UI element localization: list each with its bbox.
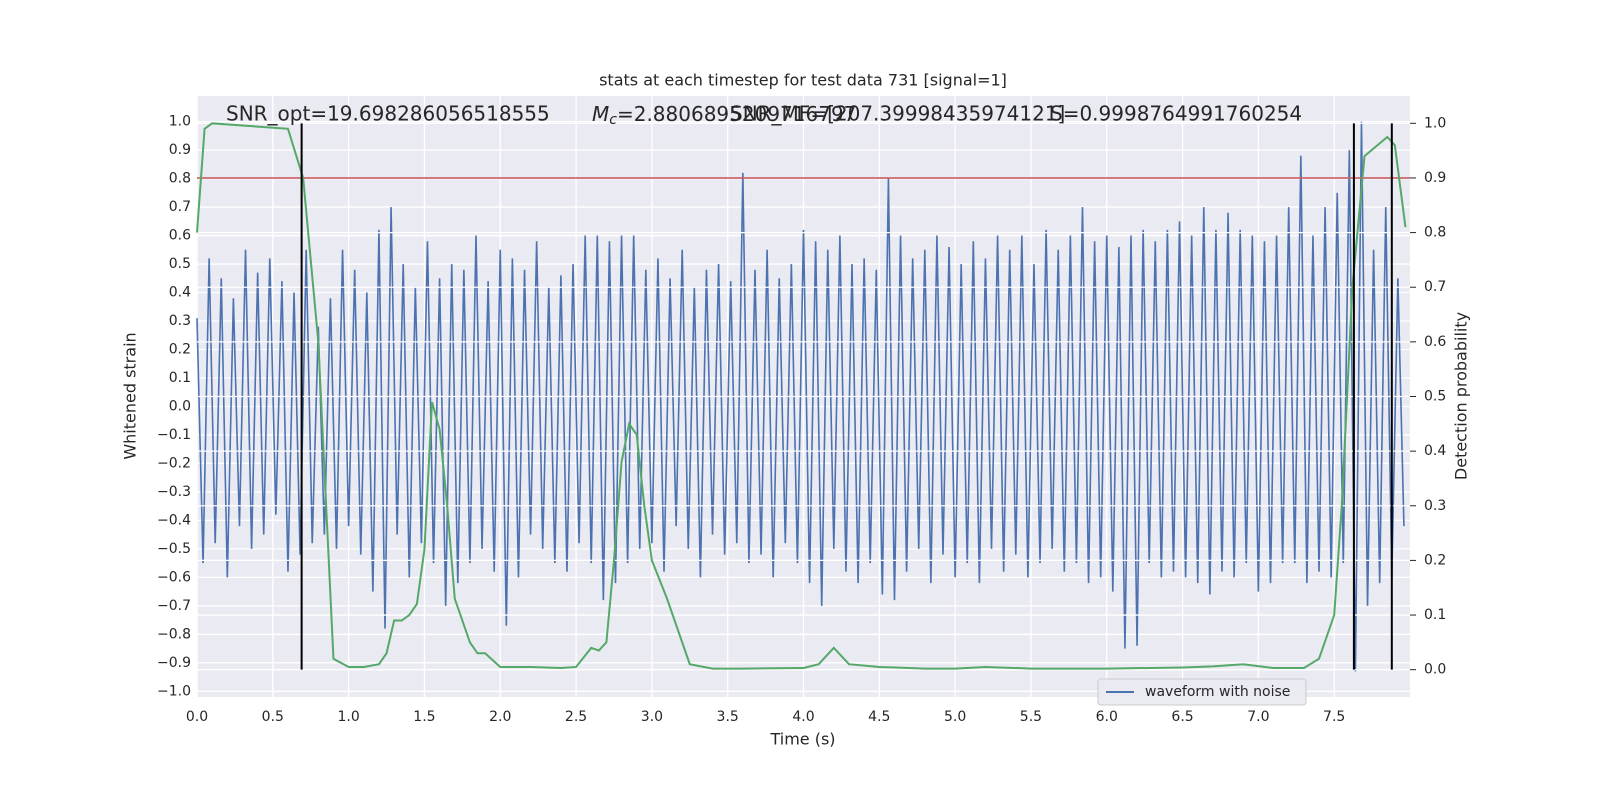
x-tick-label: 0.0	[186, 709, 208, 725]
y2-tick-label: 0.1	[1424, 607, 1446, 623]
legend-box	[1097, 678, 1307, 706]
y-tick-label: 0.3	[169, 313, 191, 329]
probability-line	[196, 122, 1407, 670]
y-tick-label: 0.9	[169, 142, 191, 158]
y-tick-label: 0.2	[169, 342, 191, 358]
x-tick-label: 1.0	[337, 709, 359, 725]
y-tick-label: 0.0	[169, 398, 191, 414]
x-axis-label: Time (s)	[769, 730, 835, 749]
y2-tick-label: 0.9	[1424, 170, 1446, 186]
y2-tick-label: 0.7	[1424, 279, 1446, 295]
y-tick-label: 0.4	[169, 285, 191, 301]
y-tick-label: 0.8	[169, 171, 191, 187]
y-tick-label: −0.7	[157, 598, 191, 614]
x-tick-label: 6.5	[1171, 709, 1193, 725]
y-tick-label: −0.1	[157, 427, 191, 443]
annotation: Mc=2.8806895209716797	[592, 102, 856, 129]
x-tick-label: 5.0	[944, 709, 966, 725]
x-tick-label: 3.5	[717, 709, 739, 725]
x-tick-label: 6.0	[1096, 709, 1118, 725]
x-tick-label: 2.5	[565, 709, 587, 725]
x-tick-label: 0.5	[262, 709, 284, 725]
y-tick-label: 0.1	[169, 370, 191, 386]
y-tick-label: −0.9	[157, 655, 191, 671]
annotation: S=0.9998764991760254	[1050, 102, 1302, 126]
y2-axis-label: Detection probability	[1452, 312, 1471, 480]
y-tick-label: −0.5	[157, 541, 191, 557]
annotation: SNR_MF=[207.39998435974121]	[730, 102, 1065, 126]
x-tick-label: 7.5	[1323, 709, 1345, 725]
y2-tick-label: 0.5	[1424, 389, 1446, 405]
y2-tick-label: 1.0	[1424, 115, 1446, 131]
annotation-value: =2.8806895209716797	[617, 102, 856, 126]
annotation-symbol: M	[592, 102, 609, 126]
y-tick-label: −0.3	[157, 484, 191, 500]
y2-tick-label: 0.3	[1424, 498, 1446, 514]
y2-tick-label: 0.2	[1424, 552, 1446, 568]
y-tick-label: 0.5	[169, 256, 191, 272]
x-tick-label: 5.5	[1020, 709, 1042, 725]
y2-tick-label: 0.4	[1424, 443, 1446, 459]
x-tick-label: 7.0	[1247, 709, 1269, 725]
y-axis-label: Whitened strain	[121, 332, 140, 459]
y-tick-label: −0.2	[157, 455, 191, 471]
x-tick-label: 3.0	[641, 709, 663, 725]
overlay-layer: waveform with noise	[196, 122, 1410, 706]
y-tick-label: −0.4	[157, 512, 191, 528]
y-tick-label: −1.0	[157, 683, 191, 699]
y2-tick-label: 0.6	[1424, 334, 1446, 350]
y-tick-label: 1.0	[169, 114, 191, 130]
x-tick-label: 2.0	[489, 709, 511, 725]
y2-tick-label: 0.8	[1424, 225, 1446, 241]
y-tick-label: 0.7	[169, 199, 191, 215]
y-tick-label: −0.8	[157, 626, 191, 642]
y-tick-label: 0.6	[169, 228, 191, 244]
legend-label: waveform with noise	[1145, 684, 1290, 700]
x-tick-label: 1.5	[413, 709, 435, 725]
chart-title: stats at each timestep for test data 731…	[599, 71, 1007, 90]
x-tick-label: 4.0	[792, 709, 814, 725]
y2-tick-label: 0.0	[1424, 662, 1446, 678]
x-tick-label: 4.5	[868, 709, 890, 725]
annotation: SNR_opt=19.698286056518555	[226, 102, 550, 126]
y-tick-label: −0.6	[157, 569, 191, 585]
annotation-subscript: c	[609, 112, 617, 128]
